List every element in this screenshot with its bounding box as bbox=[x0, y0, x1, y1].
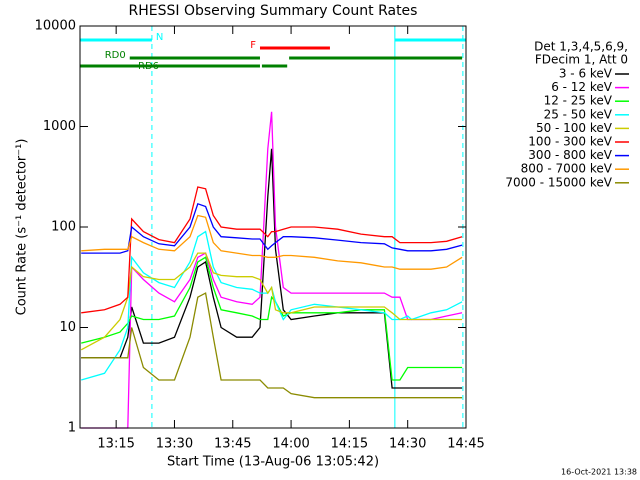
series-line bbox=[81, 256, 463, 381]
legend-label: 800 - 7000 keV bbox=[521, 162, 613, 176]
y-tick-label: 1000 bbox=[43, 119, 76, 134]
flag-label: N bbox=[156, 32, 163, 43]
legend-label: 7000 - 15000 keV bbox=[505, 175, 612, 189]
x-tick-label: 14:30 bbox=[389, 437, 426, 452]
y-tick-label: 1 bbox=[68, 421, 76, 436]
y-tick-label: 10000 bbox=[35, 19, 76, 34]
legend-header: FDecim 1, Att 0 bbox=[535, 53, 628, 67]
footer: 16-Oct-2021 13:38 bbox=[561, 468, 637, 477]
legend-label: 3 - 6 keV bbox=[559, 67, 613, 81]
x-tick-label: 13:15 bbox=[97, 437, 134, 452]
x-tick-label: 13:45 bbox=[214, 437, 251, 452]
series-line bbox=[81, 186, 463, 314]
x-tick-label: 13:30 bbox=[156, 437, 193, 452]
series-line bbox=[80, 252, 463, 351]
series-line bbox=[81, 148, 463, 389]
legend-label: 50 - 100 keV bbox=[536, 121, 613, 135]
x-tick-label: 14:45 bbox=[447, 437, 484, 452]
series-line bbox=[81, 202, 463, 254]
legend-label: 25 - 50 keV bbox=[544, 107, 613, 121]
x-axis-label: Start Time (13-Aug-06 13:05:42) bbox=[167, 455, 379, 470]
chart-title: RHESSI Observing Summary Count Rates bbox=[129, 3, 418, 19]
flag-label: F bbox=[250, 40, 256, 51]
series-line bbox=[81, 214, 463, 270]
x-tick-label: 14:15 bbox=[331, 437, 368, 452]
series-line bbox=[81, 292, 463, 399]
y-tick-label: 10 bbox=[59, 320, 76, 335]
y-tick-label: 100 bbox=[51, 220, 76, 235]
legend-header: Det 1,3,4,5,6,9, bbox=[534, 40, 628, 54]
x-tick-label: 14:00 bbox=[272, 437, 309, 452]
series-line bbox=[81, 230, 463, 381]
legend-label: 300 - 800 keV bbox=[528, 148, 612, 162]
series-line bbox=[81, 111, 463, 429]
y-axis-label: Count Rate (s⁻¹ detector⁻¹) bbox=[15, 139, 30, 316]
legend-label: 6 - 12 keV bbox=[551, 80, 613, 94]
legend-label: 12 - 25 keV bbox=[544, 94, 613, 108]
legend-label: 100 - 300 keV bbox=[528, 135, 612, 149]
flag-label: RD6 bbox=[138, 61, 159, 72]
flag-label: RD0 bbox=[105, 50, 126, 61]
